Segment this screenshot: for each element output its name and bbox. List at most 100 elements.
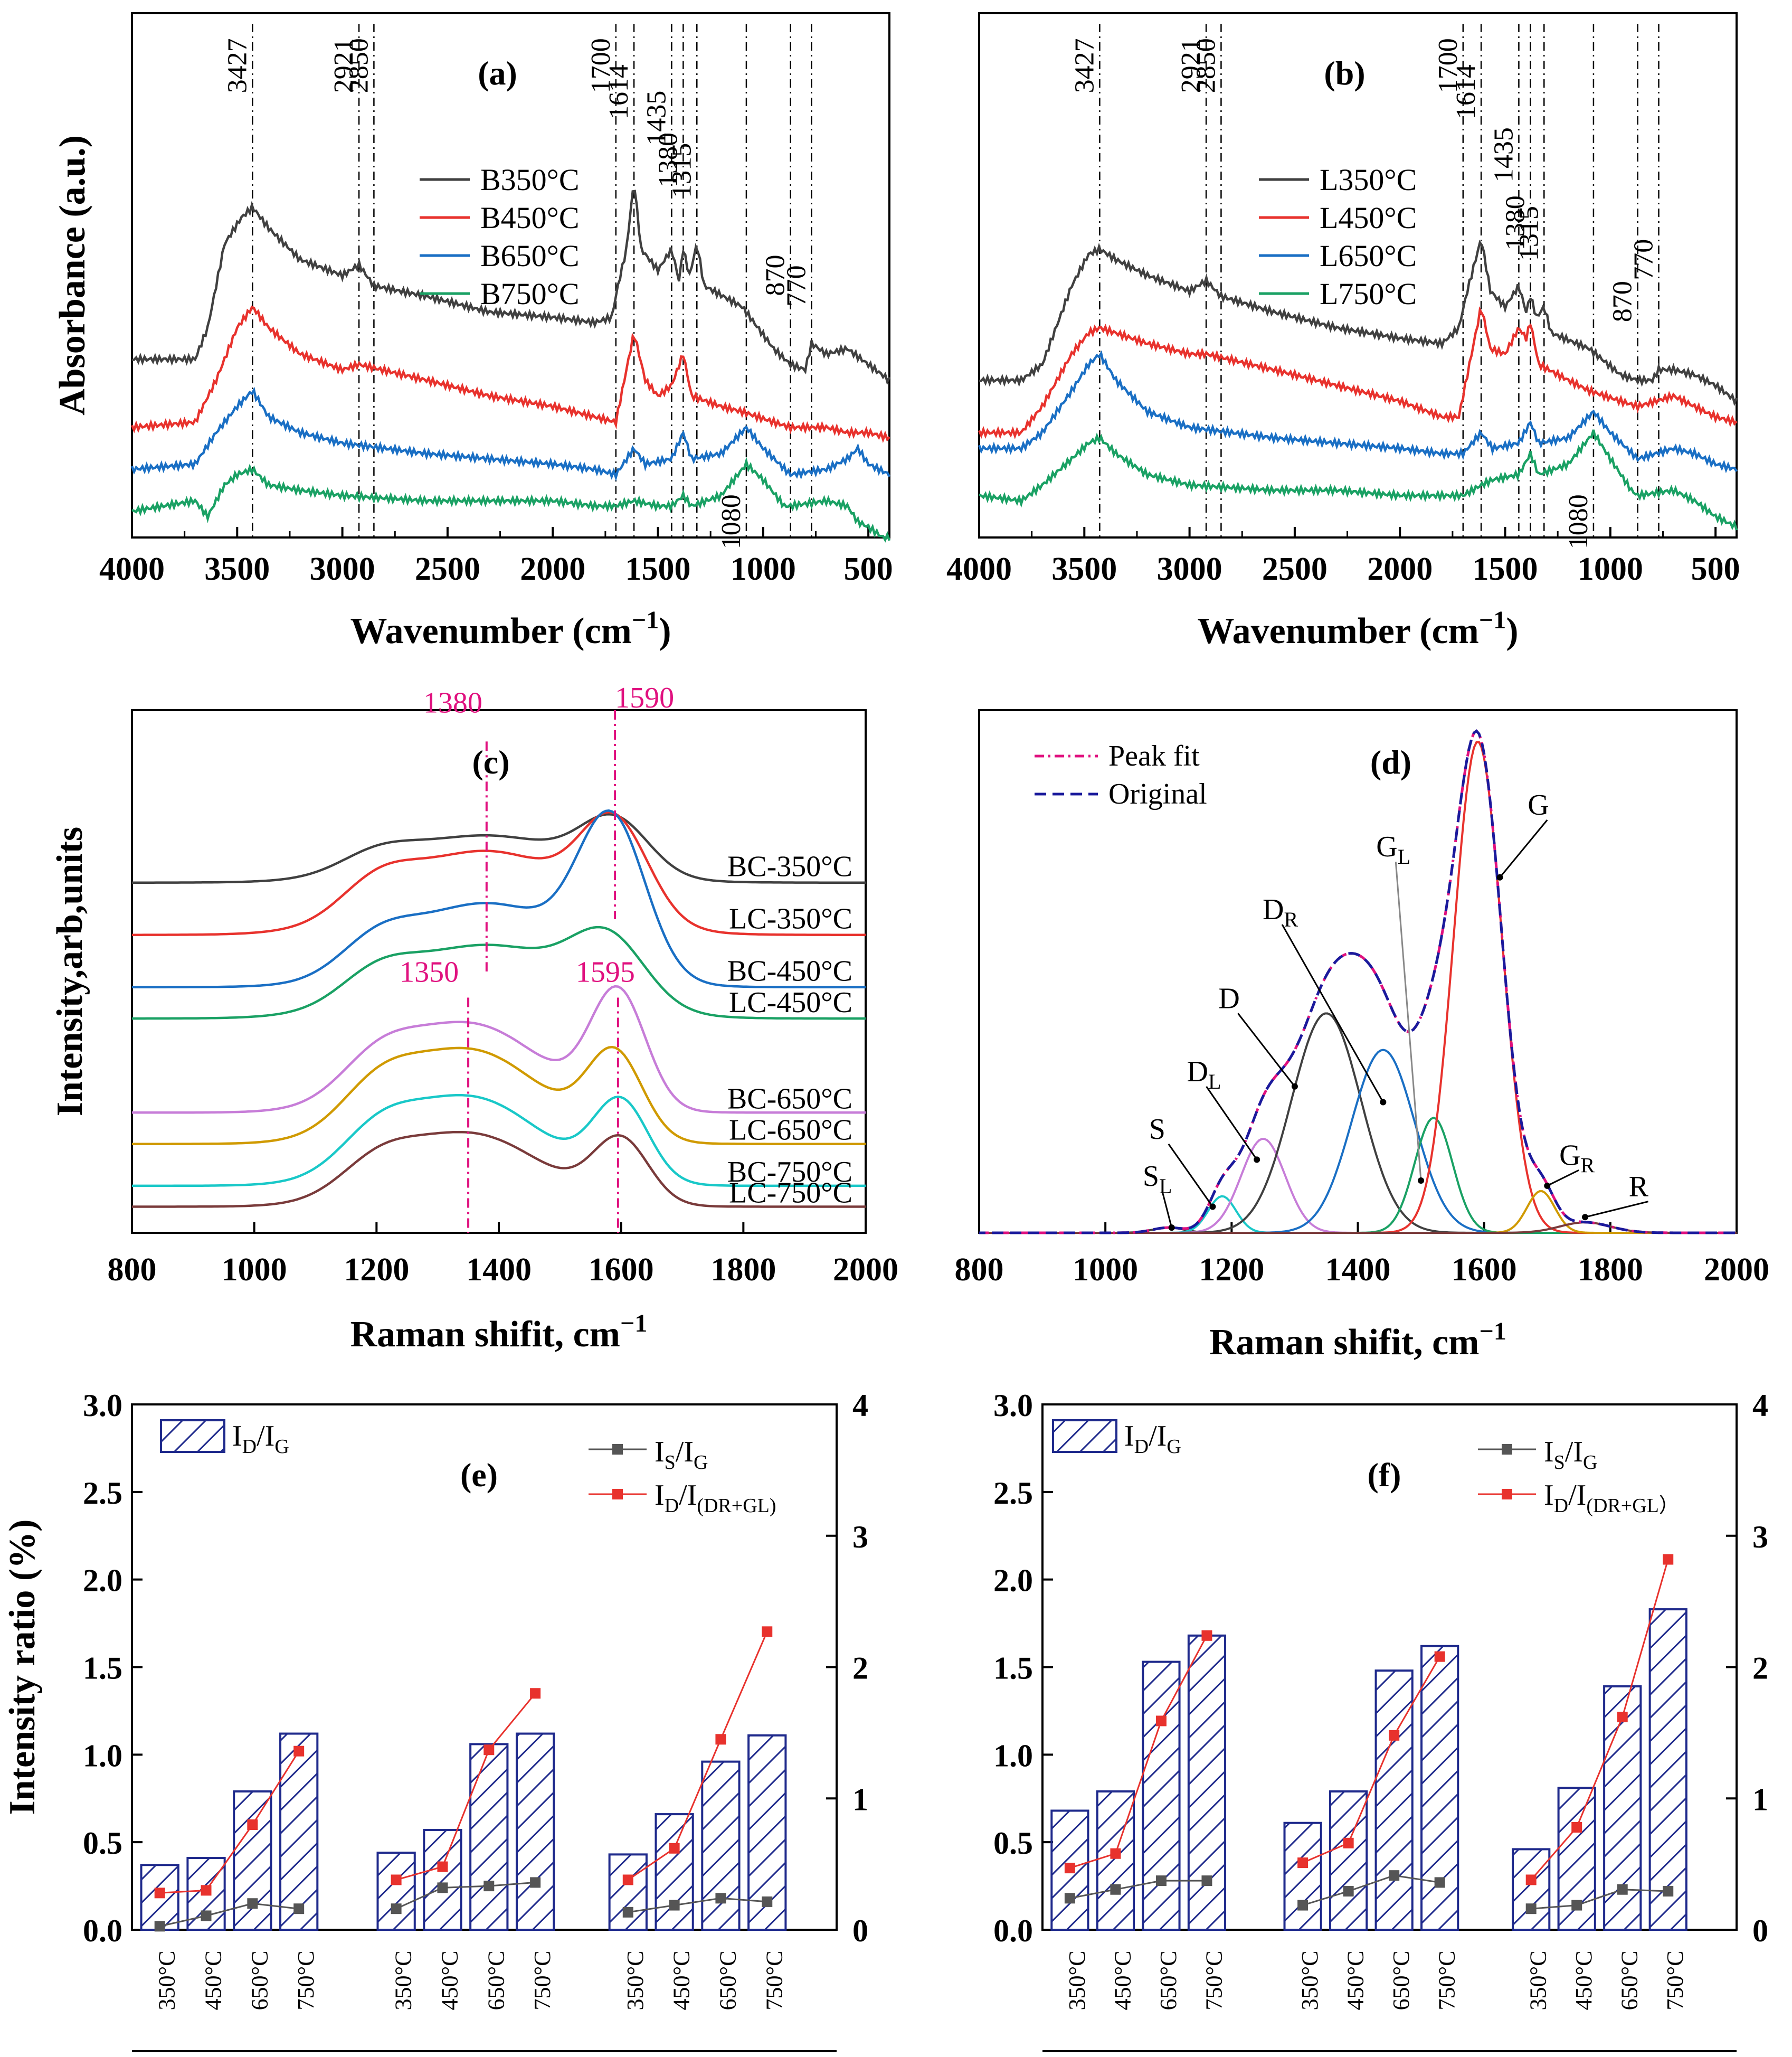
original-line — [979, 729, 1737, 1234]
raman-line-LC-450°C — [132, 926, 866, 1020]
panel-label: (e) — [460, 1456, 498, 1494]
series-line-B750°C — [131, 457, 891, 543]
peak-label: 3427 — [1069, 38, 1099, 93]
legend-label-sub: D — [1554, 1495, 1568, 1517]
peak-label: 2921 — [1176, 38, 1206, 93]
legend-swatch-bar — [160, 1419, 225, 1453]
x-tick-label: 800 — [108, 1252, 157, 1288]
label-pointer-head — [1418, 1177, 1425, 1184]
line-IS/IG — [1531, 1889, 1668, 1910]
peak-label: 2850 — [1191, 38, 1221, 93]
y-tick-label: 1.0 — [83, 1738, 122, 1773]
category-label: 350°C — [1064, 1951, 1090, 2011]
component-label-sub: L — [1159, 1174, 1172, 1198]
panel-c-raman-spectra: 800 1000 1200 1400 1600 1800 2000 BC-350°C LC-35… — [50, 682, 898, 1355]
plot-frame — [131, 12, 890, 539]
series-label: LC-750°C — [729, 1177, 852, 1210]
line-IS/IG — [159, 1902, 299, 1927]
legend-label-mid: /I — [1568, 1479, 1586, 1512]
y-tick-label: 2.0 — [993, 1563, 1033, 1598]
legend-label-sub: (DR+GL) — [697, 1495, 776, 1517]
plot-frame — [978, 12, 1738, 539]
label-pointer — [1395, 862, 1422, 1181]
category-label: 450°C — [1343, 1951, 1369, 2011]
x-tick-label: 1200 — [1199, 1252, 1264, 1288]
marker-ID/I(DR+GL) — [1155, 1715, 1167, 1726]
raman-line-LC-750°C — [132, 1130, 866, 1208]
peak-label: 1315 — [667, 143, 697, 198]
category-label: 750°C — [1434, 1951, 1460, 2011]
marker-IS/IG — [391, 1903, 402, 1914]
component-label: R — [1629, 1171, 1649, 1203]
component-label-sub: R — [1581, 1153, 1595, 1177]
category-label: 750°C — [1662, 1951, 1688, 2011]
label-pointer — [1237, 1013, 1296, 1087]
component-label: GR — [1559, 1139, 1595, 1177]
category-label: 450°C — [1571, 1951, 1597, 2011]
raman-line-LC-350°C — [132, 811, 866, 936]
label-pointer-head — [1544, 1182, 1551, 1189]
x-tick-label: 1000 — [1578, 551, 1643, 587]
marker-IS/IG — [762, 1896, 773, 1907]
y-tick-label: 0.5 — [83, 1826, 122, 1861]
x-tick-label: 2000 — [1704, 1252, 1769, 1288]
series-line-B450°C — [130, 305, 890, 444]
legend-label: B650°C — [480, 239, 580, 273]
marker-IS/IG — [530, 1877, 541, 1888]
y-tick-label: 2.5 — [83, 1476, 122, 1511]
marker-IS/IG — [715, 1893, 726, 1904]
legend-label-sub: G — [1167, 1436, 1181, 1458]
marker-ID/I(DR+GL) — [154, 1888, 165, 1899]
label-pointer — [1206, 1086, 1258, 1160]
marker-IS/IG — [1297, 1900, 1309, 1911]
marker-ID/I(DR+GL) — [762, 1626, 773, 1637]
category-label: 350°C — [1525, 1951, 1551, 2011]
bar-ID-IG — [1512, 1848, 1551, 1931]
component-label: D — [1218, 982, 1239, 1015]
raman-line-BC-450°C — [132, 809, 866, 988]
x-tick-label: 1800 — [710, 1252, 776, 1288]
x-tick-label: 1200 — [344, 1252, 409, 1288]
raman-line-BC-350°C — [132, 813, 866, 884]
bar-ID-IG — [1283, 1822, 1322, 1931]
y2-tick-label: 4 — [1752, 1388, 1768, 1423]
legend-label: B350°C — [480, 163, 580, 197]
marker-ID/I(DR+GL) — [1434, 1651, 1445, 1662]
marker-IS/IG — [1389, 1870, 1400, 1881]
legend-label-sub: (DR+GL） — [1586, 1495, 1679, 1517]
y2-tick-label: 2 — [852, 1651, 868, 1686]
panel-label: (f) — [1368, 1456, 1401, 1494]
x-tick-label: 2500 — [415, 551, 480, 587]
bar-ID-IG — [279, 1732, 319, 1931]
label-pointer — [1168, 1143, 1213, 1207]
category-label: 650°C — [1617, 1951, 1643, 2011]
category-label: 350°C — [622, 1951, 648, 2011]
x-tick-label: 4000 — [946, 551, 1012, 587]
x-tick-label: 1400 — [1325, 1252, 1391, 1288]
marker-ID/I(DR+GL) — [1389, 1730, 1400, 1741]
component-label: GL — [1376, 831, 1410, 869]
legend-label: Peak fit — [1108, 740, 1200, 772]
marker-IS/IG — [1110, 1884, 1121, 1895]
panel-d-raman-peak-fit: 800 1000 1200 1400 1600 1800 2000 SL S DL D DR GL G GR… — [955, 709, 1769, 1363]
raman-line-BC-650°C — [132, 985, 866, 1114]
legend-label-sub: D — [242, 1436, 257, 1458]
legend-label: L450°C — [1320, 201, 1417, 235]
series-label: LC-450°C — [729, 986, 852, 1019]
marker-IS/IG — [1571, 1900, 1582, 1911]
component-label-sub: L — [1208, 1070, 1221, 1093]
x-tick-label: 2000 — [520, 551, 585, 587]
marker-IS/IG — [483, 1881, 495, 1892]
label-pointer — [1281, 924, 1384, 1103]
legend-label-sub: D — [1134, 1436, 1149, 1458]
x-tick-label: 1600 — [589, 1252, 654, 1288]
legend-label: B450°C — [480, 201, 580, 235]
component-label: DL — [1187, 1055, 1221, 1093]
label-pointer-head — [1291, 1083, 1298, 1090]
component-label-sub: R — [1284, 908, 1298, 931]
peak-label: 770 — [1629, 239, 1659, 280]
marker-ID/I(DR+GL) — [1343, 1837, 1354, 1848]
component-D_R — [979, 1049, 1737, 1234]
legend-label-sub: G — [274, 1436, 289, 1458]
